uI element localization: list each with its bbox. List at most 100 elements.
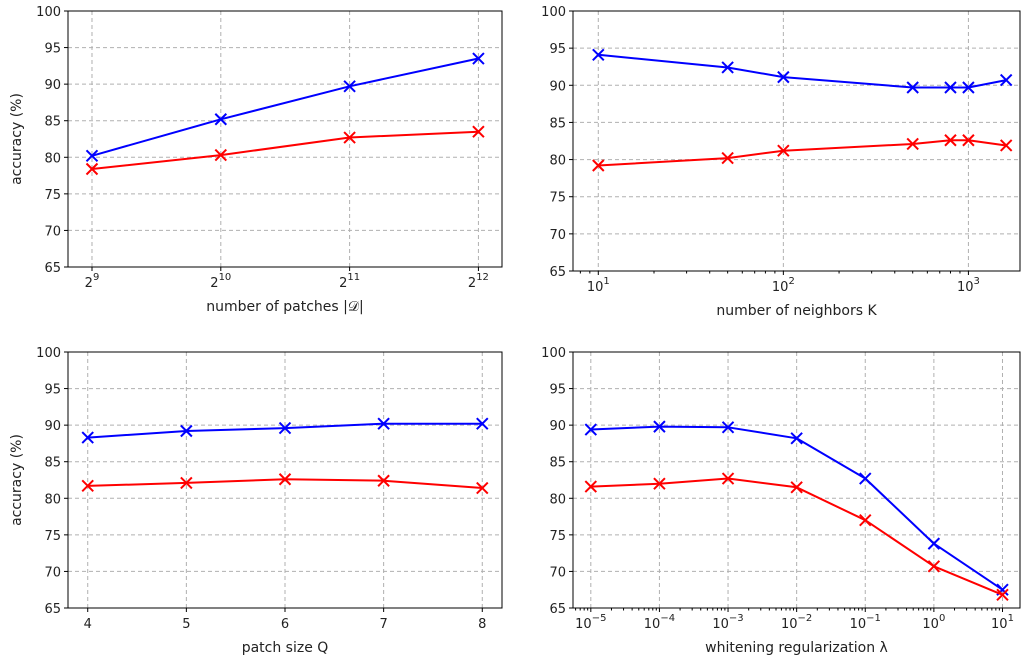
y-tick-label: 100: [541, 5, 566, 20]
x-tick-exponent: −4: [660, 613, 675, 624]
y-tick-label: 90: [44, 78, 61, 93]
y-tick-label: 70: [549, 565, 566, 580]
data-point: [962, 81, 975, 94]
data-point: [343, 80, 356, 93]
data-point: [214, 113, 228, 126]
y-tick-label: 75: [549, 191, 566, 206]
x-tick-base: 10: [587, 280, 604, 295]
x-tick-base: 4: [84, 617, 92, 632]
x-tick-label: 212: [468, 272, 489, 291]
y-tick-label: 65: [44, 602, 61, 617]
data-point: [944, 81, 957, 94]
x-tick-base: 2: [85, 276, 93, 291]
x-tick-base: 10: [772, 280, 789, 295]
x-tick-exponent: −1: [866, 613, 881, 624]
data-point: [592, 159, 605, 172]
series-line: [91, 130, 479, 170]
x-tick-base: 5: [182, 617, 190, 632]
x-tick-base: 2: [210, 276, 218, 291]
y-tick-label: 100: [541, 346, 566, 361]
series-line: [91, 57, 479, 157]
x-tick-label: 211: [339, 272, 360, 291]
x-tick-label: 100: [922, 613, 945, 632]
x-tick-base: 6: [281, 617, 289, 632]
y-tick-label: 65: [44, 261, 61, 276]
data-point: [278, 421, 292, 435]
x-tick-exponent: −2: [798, 613, 813, 624]
x-tick-label: 4: [84, 617, 92, 632]
y-tick-label: 85: [549, 116, 566, 131]
x-tick-label: 10−2: [781, 613, 812, 632]
y-axis-label: accuracy (%): [9, 434, 25, 526]
x-tick-label: 210: [210, 272, 231, 291]
data-point: [377, 474, 390, 487]
y-tick-label: 80: [44, 492, 61, 507]
data-point: [790, 432, 803, 445]
x-tick-base: 2: [339, 276, 347, 291]
y-tick-label: 100: [36, 346, 61, 361]
x-tick-exponent: 3: [973, 276, 979, 287]
data-point: [81, 431, 94, 444]
y-tick-label: 75: [44, 529, 61, 544]
data-point: [906, 137, 919, 151]
y-tick-label: 85: [44, 456, 61, 471]
x-tick-exponent: 1: [1008, 613, 1014, 624]
x-tick-label: 10−1: [850, 613, 881, 632]
x-tick-exponent: 1: [603, 276, 609, 287]
data-point: [81, 479, 94, 493]
x-tick-label: 103: [957, 276, 980, 295]
y-axis-label: accuracy (%): [9, 93, 25, 185]
y-tick-label: 85: [549, 456, 566, 471]
data-point: [343, 131, 356, 144]
x-tick-exponent: −5: [592, 613, 607, 624]
x-tick-label: 101: [991, 613, 1014, 632]
y-tick-label: 85: [44, 115, 61, 130]
x-axis-label: number of neighbors K: [716, 303, 877, 319]
data-point: [906, 81, 919, 94]
x-tick-label: 10−5: [575, 613, 606, 632]
x-tick-base: 7: [379, 617, 387, 632]
plot-frame: [572, 10, 1021, 272]
x-tick-base: 10: [957, 280, 974, 295]
y-tick-label: 65: [549, 602, 566, 617]
data-point: [584, 480, 598, 493]
x-tick-label: 6: [281, 617, 289, 632]
x-tick-base: 10: [644, 617, 661, 632]
data-point: [927, 560, 941, 573]
data-point: [472, 52, 485, 65]
x-tick-base: 10: [850, 617, 867, 632]
data-point: [476, 417, 489, 430]
x-axis-label: patch size Q: [242, 640, 329, 656]
data-point: [996, 588, 1009, 602]
data-point: [790, 481, 803, 494]
y-tick-label: 75: [44, 188, 61, 203]
y-tick-label: 70: [44, 224, 61, 239]
series-line: [598, 139, 1007, 167]
x-tick-label: 7: [379, 617, 387, 632]
x-tick-label: 10−3: [712, 613, 743, 632]
data-point: [962, 134, 975, 147]
data-point: [653, 477, 666, 490]
x-tick-base: 8: [478, 617, 486, 632]
data-point: [999, 139, 1013, 152]
y-tick-label: 95: [44, 383, 61, 398]
x-tick-base: 10: [781, 617, 798, 632]
data-point: [214, 148, 228, 162]
data-point: [777, 144, 790, 157]
x-tick-base: 2: [468, 276, 476, 291]
data-point: [859, 514, 872, 527]
y-tick-label: 95: [549, 383, 566, 398]
data-point: [721, 421, 735, 434]
y-tick-label: 80: [549, 154, 566, 169]
x-tick-label: 101: [587, 276, 610, 295]
y-tick-label: 80: [549, 492, 566, 507]
y-tick-label: 90: [549, 419, 566, 434]
data-point: [180, 476, 193, 490]
y-tick-label: 70: [549, 228, 566, 243]
x-tick-exponent: 10: [219, 272, 232, 283]
data-point: [999, 73, 1013, 87]
data-point: [85, 162, 99, 176]
data-point: [721, 61, 734, 74]
